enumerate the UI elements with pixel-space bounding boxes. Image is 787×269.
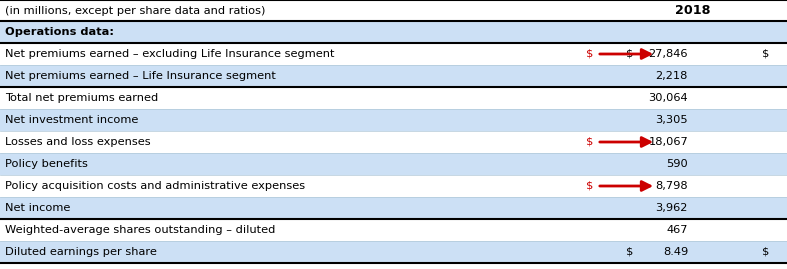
Text: $: $ [586,49,593,59]
Text: $: $ [626,49,634,59]
Text: Policy benefits: Policy benefits [5,159,88,169]
Text: Net income: Net income [5,203,70,213]
Text: 590: 590 [667,159,688,169]
Text: Diluted earnings per share: Diluted earnings per share [5,247,157,257]
Bar [0,0,787,21]
Text: $: $ [586,181,593,191]
Text: 467: 467 [667,225,688,235]
Text: Net investment income: Net investment income [5,115,139,125]
Text: Net premiums earned – Life Insurance segment: Net premiums earned – Life Insurance seg… [5,71,276,81]
Bar [0,65,787,87]
Bar [0,87,787,109]
Text: $: $ [586,137,593,147]
Text: 2018: 2018 [674,4,710,17]
Text: 8,798: 8,798 [656,181,688,191]
Bar [0,131,787,153]
Text: 8.49: 8.49 [663,247,688,257]
Text: 3,305: 3,305 [656,115,688,125]
Bar [0,175,787,197]
Text: 27,846: 27,846 [648,49,688,59]
Bar [0,153,787,175]
Bar [0,21,787,43]
Text: Total net premiums earned: Total net premiums earned [5,93,158,103]
Bar [0,241,787,263]
Bar [0,197,787,219]
Text: $: $ [762,49,770,59]
Text: $: $ [762,247,770,257]
Text: Operations data:: Operations data: [5,27,114,37]
Text: (in millions, except per share data and ratios): (in millions, except per share data and … [5,5,265,16]
Text: Losses and loss expenses: Losses and loss expenses [5,137,150,147]
Text: 30,064: 30,064 [648,93,688,103]
Text: Policy acquisition costs and administrative expenses: Policy acquisition costs and administrat… [5,181,305,191]
Bar [0,109,787,131]
Text: 3,962: 3,962 [656,203,688,213]
Text: Weighted-average shares outstanding – diluted: Weighted-average shares outstanding – di… [5,225,275,235]
Text: Net premiums earned – excluding Life Insurance segment: Net premiums earned – excluding Life Ins… [5,49,334,59]
Text: 18,067: 18,067 [648,137,688,147]
Bar [0,219,787,241]
Bar [0,43,787,65]
Text: $: $ [626,247,634,257]
Text: 2,218: 2,218 [656,71,688,81]
